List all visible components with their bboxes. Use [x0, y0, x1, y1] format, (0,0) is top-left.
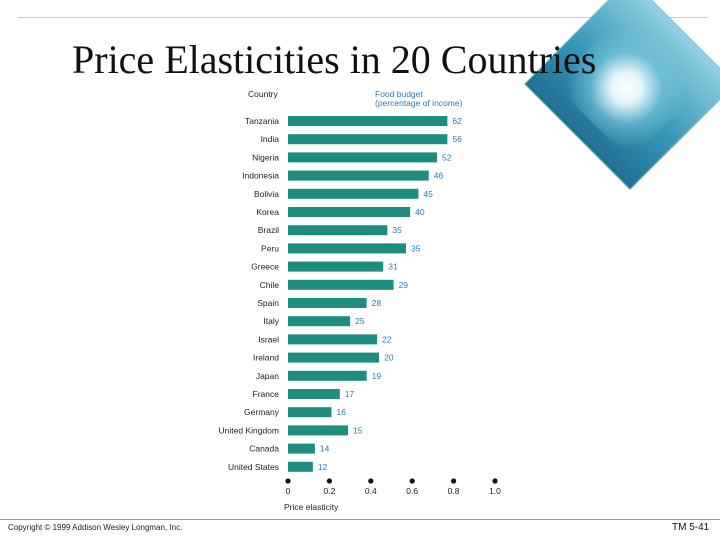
budget-header-line2: (percentage of income) [375, 98, 463, 108]
x-tick-marker [492, 478, 498, 484]
x-tick-marker [368, 478, 374, 484]
x-axis-label: Price elasticity [284, 502, 339, 512]
food-budget-label: 17 [345, 389, 355, 399]
x-tick-marker [285, 478, 291, 484]
bar-group: Tanzania 62 India 56 Nigeria 52 Indonesia 46 Bol… [219, 116, 462, 472]
x-tick-label: 0.4 [365, 486, 377, 496]
food-budget-label: 16 [336, 407, 346, 417]
bar-spain [288, 298, 367, 308]
country-label: Germany [244, 407, 280, 417]
x-tick-marker [326, 478, 332, 484]
bar-canada [288, 443, 315, 454]
bar-japan [288, 370, 367, 381]
top-rule [18, 17, 708, 18]
bottom-rule [0, 519, 720, 520]
food-budget-label: 22 [382, 334, 392, 344]
country-label: Peru [261, 243, 279, 253]
country-label: France [253, 389, 280, 399]
x-tick-marker [409, 478, 415, 484]
bar-brazil [288, 225, 388, 236]
food-budget-label: 15 [353, 425, 363, 435]
country-label: Brazil [258, 225, 279, 235]
bar-india [288, 134, 448, 145]
country-label: Italy [263, 316, 279, 326]
bar-ireland [288, 352, 380, 363]
food-budget-label: 56 [452, 134, 462, 144]
food-budget-label: 20 [384, 353, 394, 363]
country-label: United Kingdom [219, 425, 279, 435]
food-budget-label: 62 [452, 116, 462, 126]
bar-peru [288, 243, 406, 254]
food-budget-label: 52 [442, 152, 452, 162]
food-budget-label: 14 [320, 444, 330, 454]
food-budget-label: 31 [388, 262, 398, 272]
food-budget-label: 28 [372, 298, 382, 308]
country-label: Bolivia [254, 189, 279, 199]
food-budget-label: 25 [355, 316, 365, 326]
budget-header-line1: Food budget [375, 89, 423, 99]
country-label: India [261, 134, 280, 144]
bar-united-states [288, 461, 313, 472]
x-tick-marker [451, 478, 457, 484]
country-label: United States [228, 462, 279, 472]
food-budget-label: 40 [415, 207, 425, 217]
bar-greece [288, 261, 384, 272]
country-label: Indonesia [242, 171, 279, 181]
bar-korea [288, 207, 411, 217]
country-label: Nigeria [252, 152, 279, 162]
bar-france [288, 389, 340, 399]
x-tick-label: 1.0 [489, 486, 501, 496]
slide-number: TM 5-41 [672, 522, 710, 533]
bar-bolivia [288, 188, 419, 199]
slide-title: Price Elasticities in 20 Countries [72, 37, 597, 82]
country-label: Greece [251, 262, 279, 272]
bar-united-kingdom [288, 425, 349, 436]
bar-germany [288, 407, 332, 418]
copyright-text: Copyright © 1999 Addison Wesley Longman,… [8, 523, 183, 532]
bar-tanzania [288, 116, 448, 126]
food-budget-label: 29 [399, 280, 409, 290]
bar-israel [288, 334, 378, 345]
bar-chile [288, 279, 394, 290]
food-budget-label: 35 [411, 243, 421, 253]
food-budget-label: 45 [423, 189, 433, 199]
x-tick-label: 0 [286, 486, 291, 496]
x-axis: 0 0.2 0.4 0.6 0.8 1.0 [285, 478, 501, 496]
food-budget-label: 12 [318, 462, 328, 472]
country-label: Korea [256, 207, 279, 217]
food-budget-label: 46 [434, 171, 444, 181]
x-tick-label: 0.2 [323, 486, 335, 496]
country-label: Japan [256, 371, 279, 381]
x-tick-label: 0.6 [406, 486, 418, 496]
elasticity-bar-chart: Country Food budget (percentage of incom… [219, 89, 502, 512]
bar-indonesia [288, 170, 429, 181]
country-label: Spain [257, 298, 279, 308]
bar-nigeria [288, 152, 438, 163]
country-label: Tanzania [245, 116, 279, 126]
food-budget-label: 19 [372, 371, 382, 381]
country-label: Israel [258, 334, 279, 344]
country-label: Chile [260, 280, 280, 290]
country-label: Canada [249, 444, 279, 454]
bar-italy [288, 316, 351, 327]
category-header: Country [248, 89, 279, 99]
country-label: Ireland [253, 353, 279, 363]
x-tick-label: 0.8 [448, 486, 460, 496]
food-budget-label: 35 [392, 225, 402, 235]
